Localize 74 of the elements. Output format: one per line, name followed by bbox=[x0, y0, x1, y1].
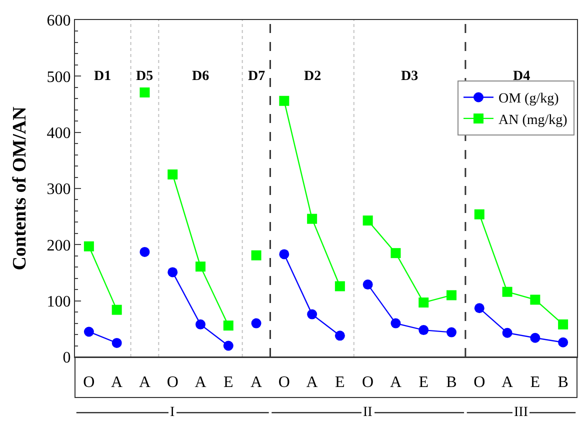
y-tick-label: 0 bbox=[62, 350, 71, 367]
point bbox=[84, 326, 94, 337]
point bbox=[362, 216, 373, 226]
x-tick-label: A bbox=[502, 374, 514, 392]
point bbox=[474, 303, 484, 314]
point bbox=[140, 87, 150, 98]
x-tick-label: E bbox=[335, 374, 345, 392]
point bbox=[112, 338, 122, 348]
annotation: D2 bbox=[304, 69, 322, 84]
annotation: D4 bbox=[513, 69, 530, 84]
x-tick-label: A bbox=[390, 374, 402, 392]
point bbox=[196, 262, 206, 272]
y-tick-label: 500 bbox=[46, 68, 71, 86]
annotation: D6 bbox=[192, 69, 210, 84]
point bbox=[362, 280, 373, 290]
y-axis-title: Contents of OM/AN bbox=[10, 106, 31, 270]
point bbox=[334, 330, 345, 341]
point bbox=[334, 281, 345, 292]
point bbox=[168, 267, 178, 278]
y-tick-label: 300 bbox=[46, 181, 71, 198]
x-tick-label: E bbox=[530, 374, 540, 392]
text: III bbox=[514, 405, 528, 420]
point bbox=[84, 241, 94, 252]
y-tick-label: 400 bbox=[46, 124, 71, 142]
point bbox=[112, 304, 122, 315]
point bbox=[446, 327, 456, 338]
annotation: D7 bbox=[248, 69, 266, 84]
x-tick-label: B bbox=[446, 374, 457, 392]
point bbox=[251, 250, 262, 260]
x-tick-label: A bbox=[138, 374, 151, 392]
point bbox=[530, 294, 540, 305]
x-tick-label: A bbox=[111, 374, 124, 392]
point bbox=[390, 318, 401, 328]
x-tick-label: A bbox=[250, 374, 262, 392]
x-tick-label: O bbox=[166, 374, 178, 392]
point bbox=[279, 96, 290, 106]
point bbox=[223, 340, 234, 351]
point bbox=[168, 169, 178, 180]
annotation: D3 bbox=[401, 69, 418, 84]
point bbox=[307, 309, 318, 320]
x-tick-label: O bbox=[362, 374, 374, 392]
point bbox=[474, 209, 484, 220]
x-tick-label: E bbox=[224, 374, 234, 392]
x-tick-label: E bbox=[418, 374, 428, 392]
point bbox=[446, 290, 456, 300]
y-tick-label: 100 bbox=[46, 293, 71, 310]
legend-label: OM (g/kg) bbox=[498, 92, 560, 107]
point bbox=[196, 319, 206, 330]
x-tick-label: O bbox=[278, 374, 290, 392]
x-tick-label: O bbox=[474, 374, 486, 392]
point bbox=[418, 325, 429, 336]
point bbox=[558, 319, 568, 330]
x-tick-label: B bbox=[558, 374, 568, 392]
point bbox=[279, 249, 290, 260]
text: II bbox=[363, 405, 373, 420]
point bbox=[530, 332, 540, 343]
point bbox=[502, 328, 512, 338]
point bbox=[140, 246, 150, 257]
y-tick-label: 200 bbox=[46, 237, 71, 254]
point bbox=[307, 214, 318, 224]
point bbox=[251, 318, 262, 328]
x-tick-label: O bbox=[83, 374, 95, 392]
point bbox=[558, 337, 568, 348]
point bbox=[223, 320, 234, 331]
point bbox=[418, 298, 429, 308]
legend-label: AN (mg/kg) bbox=[498, 112, 568, 128]
text: I bbox=[170, 405, 175, 420]
x-tick-label: A bbox=[194, 374, 207, 392]
point bbox=[502, 286, 512, 297]
annotation: D1 bbox=[94, 69, 112, 84]
y-tick-label: 600 bbox=[46, 12, 71, 30]
x-tick-label: A bbox=[306, 374, 318, 392]
annotation: D5 bbox=[136, 69, 154, 84]
point bbox=[390, 248, 401, 258]
